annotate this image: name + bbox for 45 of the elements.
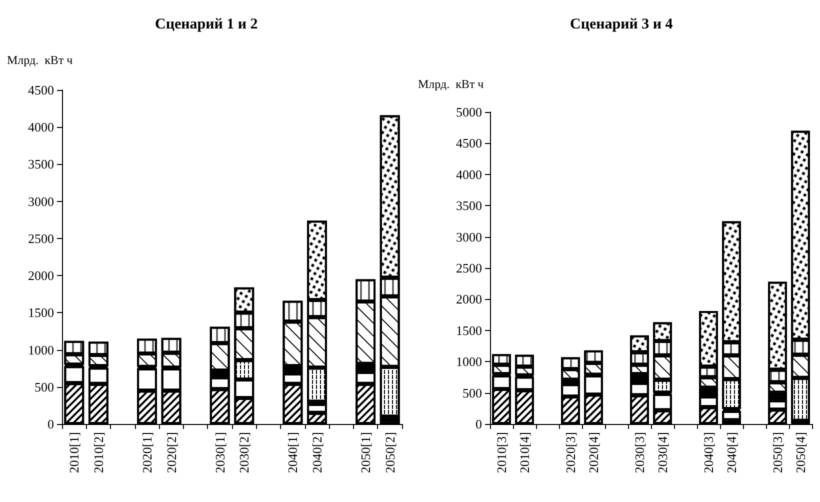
y-tick-label: 2000 [456, 292, 482, 307]
y-tick-label: 500 [34, 379, 54, 394]
x-tick-label: 2020[3] [563, 432, 578, 474]
x-tick-label: 2020[1] [140, 432, 154, 474]
y-tick-label: 5000 [456, 104, 482, 120]
y-tick-label: 0 [476, 416, 482, 432]
x-tick-label: 2010[1] [66, 432, 82, 474]
x-tick-label: 2050[2] [382, 432, 398, 474]
x-tick-label: 2050[4] [793, 432, 808, 474]
y-tick-label: 4500 [28, 82, 54, 98]
y-tick-label: 4000 [28, 120, 54, 135]
x-tick-label: 2050[3] [770, 432, 785, 474]
x-tick-label: 2020[4] [586, 432, 601, 474]
y-axis-title: Млрд. кВт ч [418, 77, 484, 91]
x-tick-label: 2010[2] [90, 432, 106, 474]
x-tick-label: 2050[1] [358, 432, 374, 474]
y-tick-label: 3500 [28, 156, 54, 172]
y-tick-label: 1000 [28, 342, 54, 358]
x-tick-label: 2030[1] [212, 432, 228, 474]
x-tick-label: 2030[3] [632, 432, 647, 474]
x-tick-label: 2030[4] [655, 432, 670, 474]
y-tick-label: 2000 [28, 268, 54, 284]
y-tick-label: 500 [462, 385, 482, 400]
x-tick-label: 2030[2] [236, 432, 252, 474]
y-tick-label: 3000 [28, 194, 54, 209]
x-tick-label: 2010[4] [517, 432, 532, 474]
y-tick-label: 3000 [456, 229, 482, 244]
y-tick-label: 0 [48, 416, 54, 432]
x-tick-label: 2040[4] [724, 432, 739, 474]
y-tick-label: 4500 [456, 136, 482, 151]
x-tick-label: 2040[3] [701, 432, 716, 474]
x-tick-label: 2020[2] [164, 432, 179, 474]
y-tick-label: 2500 [456, 260, 482, 276]
x-tick-label: 2040[1] [285, 432, 300, 474]
chart-title: Сценарий 3 и 4 [570, 16, 674, 32]
chart-title: Сценарий 1 и 2 [155, 16, 258, 32]
x-tick-label: 2040[2] [310, 432, 324, 474]
y-tick-label: 1500 [456, 322, 482, 338]
y-tick-label: 1000 [456, 354, 482, 370]
y-axis-title: Млрд. кВт ч [7, 53, 73, 67]
y-tick-label: 2500 [28, 230, 54, 246]
y-tick-label: 4000 [456, 166, 482, 182]
y-tick-label: 1500 [28, 305, 54, 320]
y-tick-label: 3500 [456, 198, 482, 214]
x-tick-label: 2010[3] [494, 432, 509, 474]
